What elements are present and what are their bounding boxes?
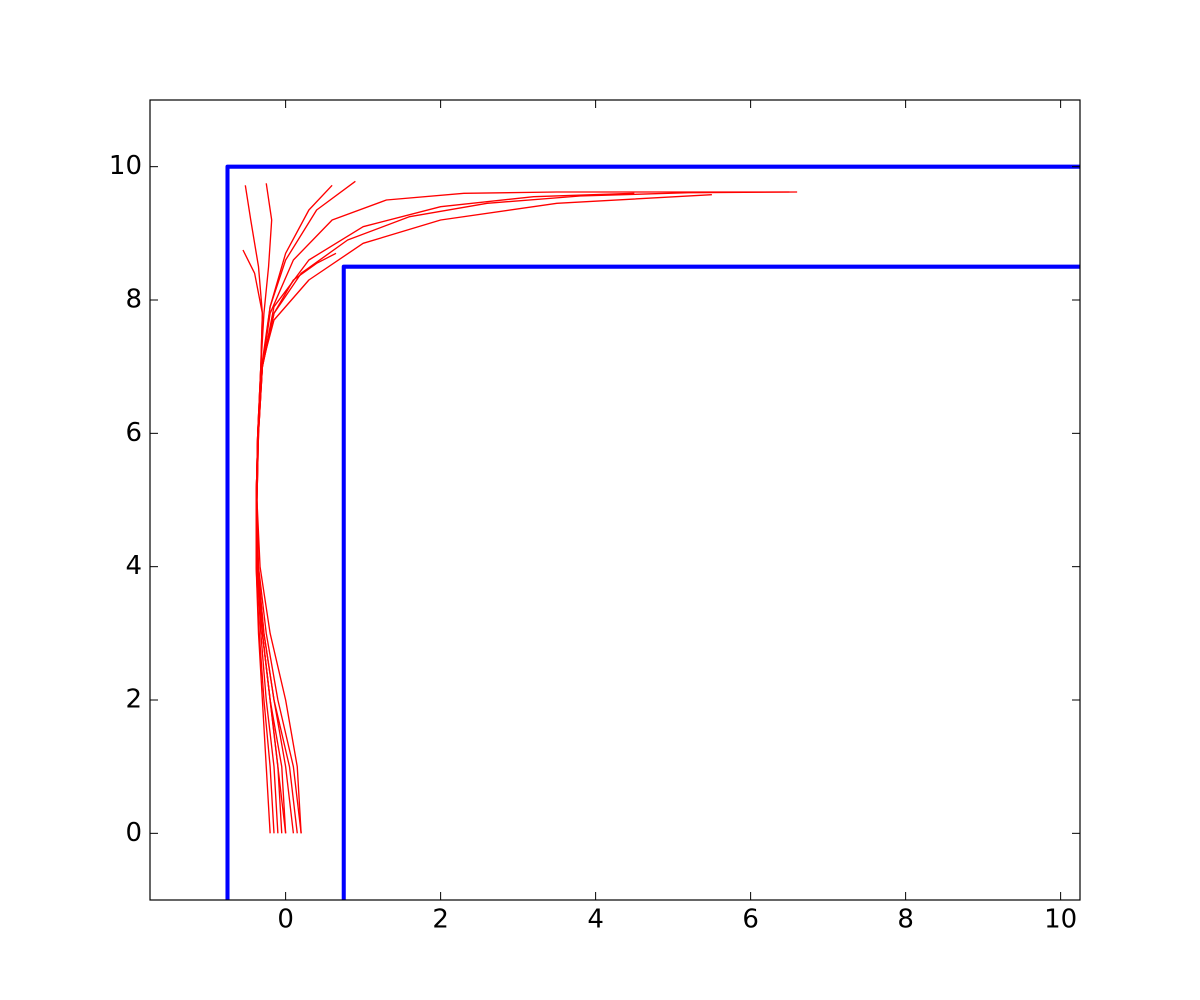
- y-tick-label: 10: [109, 151, 142, 181]
- axes-frame: [149, 99, 1081, 901]
- series-line: [225, 164, 1080, 900]
- x-tick-label: 6: [742, 905, 759, 935]
- y-tick-label: 4: [125, 551, 142, 581]
- y-tick-label: 8: [125, 285, 142, 315]
- x-tick-label: 2: [432, 905, 449, 935]
- series-line: [341, 264, 1080, 900]
- plot-area: [225, 164, 1080, 900]
- x-tick-label: 4: [587, 905, 604, 935]
- y-tick-label: 0: [125, 818, 142, 848]
- x-tick-label: 8: [897, 905, 914, 935]
- series-line: [255, 184, 333, 834]
- y-tick-label: 2: [125, 685, 142, 715]
- x-tick-label: 0: [277, 905, 294, 935]
- x-tick-label: 10: [1044, 905, 1077, 935]
- y-tick-label: 6: [125, 418, 142, 448]
